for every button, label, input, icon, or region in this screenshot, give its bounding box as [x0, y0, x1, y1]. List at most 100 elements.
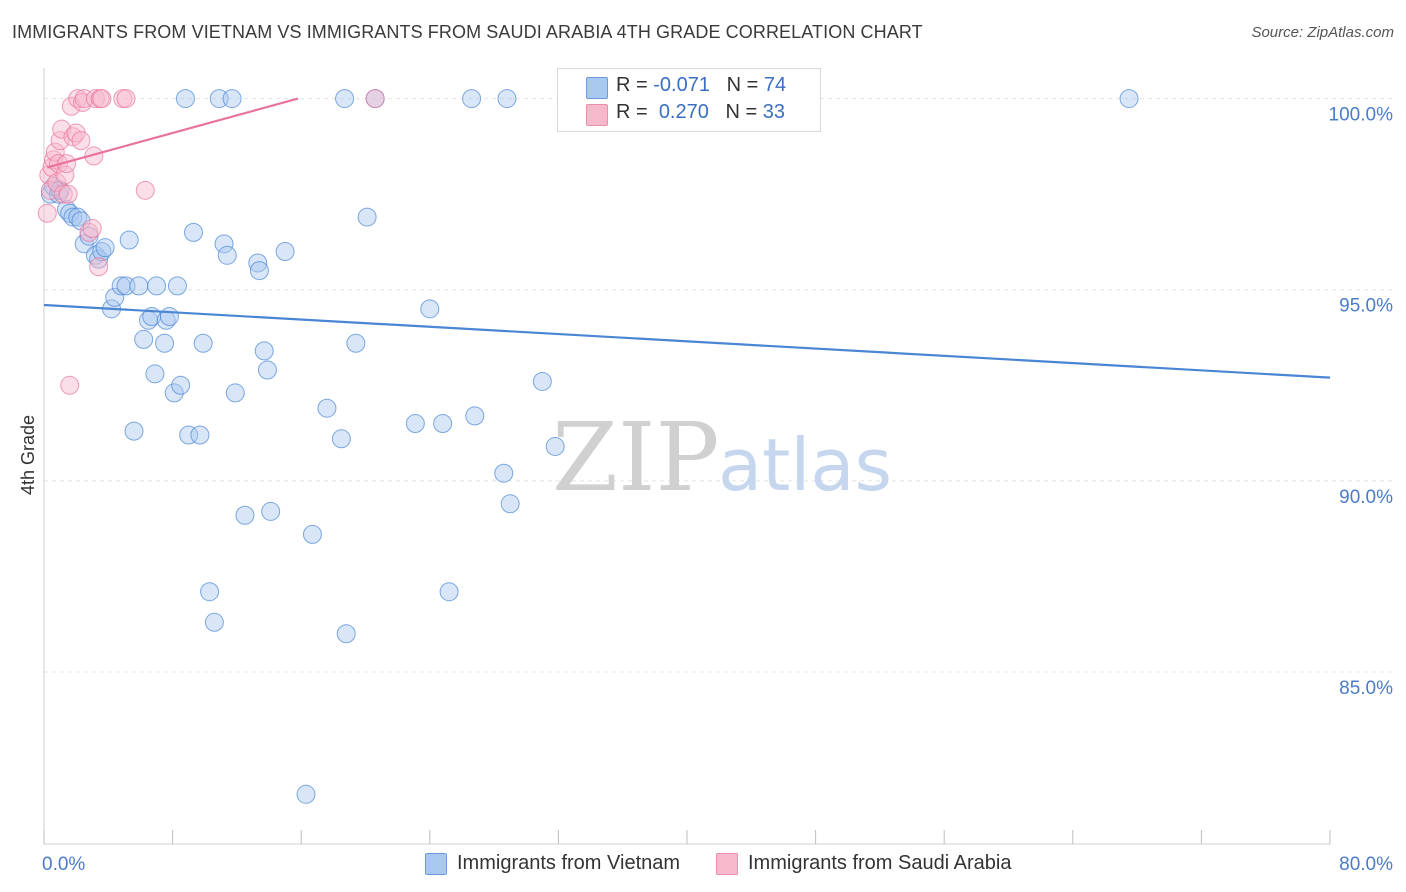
point-vietnam — [147, 276, 167, 296]
point-vietnam — [357, 207, 377, 227]
point-vietnam — [462, 89, 482, 109]
point-vietnam — [222, 89, 242, 109]
legend-n-label: N = — [725, 101, 763, 123]
point-vietnam — [92, 241, 112, 261]
point-vietnam — [1119, 89, 1139, 109]
point-vietnam — [71, 211, 91, 231]
y-tick-label: 90.0% — [1339, 487, 1393, 508]
point-vietnam — [261, 501, 281, 521]
gridlines — [44, 98, 1395, 673]
point-saudi — [53, 184, 73, 204]
bottom-legend-label-saudi: Immigrants from Saudi Arabia — [748, 852, 1012, 874]
point-saudi — [92, 89, 112, 109]
legend-n-label: N = — [726, 74, 764, 96]
point-vietnam — [225, 383, 245, 403]
point-vietnam — [497, 89, 517, 109]
point-vietnam — [420, 299, 440, 319]
point-saudi — [135, 180, 155, 200]
point-vietnam — [167, 276, 187, 296]
point-vietnam — [494, 463, 514, 483]
point-vietnam — [155, 333, 175, 353]
legend-n-value: 33 — [762, 101, 786, 123]
point-vietnam — [302, 524, 322, 544]
point-saudi — [85, 89, 105, 109]
point-vietnam — [257, 360, 277, 380]
point-saudi — [60, 375, 80, 395]
data-points — [37, 89, 1139, 804]
bottom-legend-swatch-vietnam — [425, 853, 447, 875]
point-vietnam — [204, 612, 224, 632]
point-vietnam — [159, 306, 179, 326]
watermark-zip: ZIP — [552, 403, 719, 513]
point-vietnam — [296, 784, 316, 804]
x-tick-label: 80.0% — [1339, 854, 1393, 875]
point-vietnam — [317, 398, 337, 418]
point-vietnam — [129, 276, 149, 296]
point-saudi — [71, 131, 91, 151]
point-vietnam — [193, 333, 213, 353]
y-tick-label: 95.0% — [1339, 296, 1393, 317]
point-vietnam — [95, 238, 115, 258]
legend-swatch-vietnam — [586, 77, 608, 99]
point-vietnam — [439, 582, 459, 602]
point-vietnam — [134, 329, 154, 349]
point-vietnam — [235, 505, 255, 525]
series-vietnam-points — [40, 89, 1139, 804]
legend-swatch-saudi — [586, 104, 608, 126]
point-saudi — [52, 119, 72, 139]
point-saudi — [47, 173, 67, 193]
legend-r-value: 0.270 — [658, 101, 709, 123]
y-axis-label: 4th Grade — [18, 415, 38, 495]
point-saudi — [79, 222, 99, 242]
point-vietnam — [89, 249, 109, 269]
legend-stats-saudi: R = 0.270 N = 33 — [616, 101, 785, 124]
point-vietnam — [164, 383, 184, 403]
legend-n-value: 74 — [763, 74, 787, 96]
point-vietnam — [124, 421, 144, 441]
legend-r-label: R = — [616, 74, 654, 96]
point-vietnam — [405, 414, 425, 434]
point-vietnam — [500, 494, 520, 514]
point-vietnam — [179, 425, 199, 445]
legend-r-label: R = — [616, 101, 654, 123]
point-vietnam — [68, 207, 88, 227]
point-vietnam — [214, 234, 234, 254]
chart-title: IMMIGRANTS FROM VIETNAM VS IMMIGRANTS FR… — [12, 22, 923, 42]
point-vietnam — [183, 222, 203, 242]
legend-stats-vietnam: R = -0.071 N = 74 — [616, 74, 786, 97]
point-vietnam — [249, 261, 269, 281]
trend-line-vietnam — [43, 303, 1331, 379]
point-saudi — [365, 89, 385, 109]
point-vietnam — [145, 364, 165, 384]
point-vietnam — [119, 230, 139, 250]
point-vietnam — [190, 425, 210, 445]
point-saudi — [84, 146, 104, 166]
point-vietnam — [465, 406, 485, 426]
x-tick-label: 0.0% — [42, 854, 85, 875]
point-vietnam — [433, 414, 453, 434]
point-saudi — [58, 184, 78, 204]
point-vietnam — [200, 582, 220, 602]
series-saudi-points — [37, 89, 385, 395]
watermark: ZIP atlas — [552, 403, 892, 513]
point-vietnam — [175, 89, 195, 109]
point-vietnam — [275, 241, 295, 261]
stats-legend: R = -0.071 N = 74 R = 0.270 N = 33 — [557, 68, 821, 132]
point-vietnam — [346, 333, 366, 353]
point-vietnam — [532, 371, 552, 391]
point-saudi — [45, 142, 65, 162]
y-tick-label: 85.0% — [1339, 678, 1393, 699]
bottom-legend-swatch-saudi — [716, 853, 738, 875]
source-label: Source: ZipAtlas.com — [1251, 24, 1394, 41]
tick-labels: 85.0% 90.0% 95.0% 100.0% 0.0% 80.0% — [42, 105, 1393, 875]
point-vietnam — [336, 624, 356, 644]
point-vietnam — [171, 375, 191, 395]
point-saudi — [82, 219, 102, 239]
point-vietnam — [248, 253, 268, 273]
point-vietnam — [254, 341, 274, 361]
watermark-atlas: atlas — [718, 423, 892, 507]
point-saudi — [89, 257, 109, 277]
point-vietnam — [105, 287, 125, 307]
trend-lines — [43, 97, 1331, 379]
